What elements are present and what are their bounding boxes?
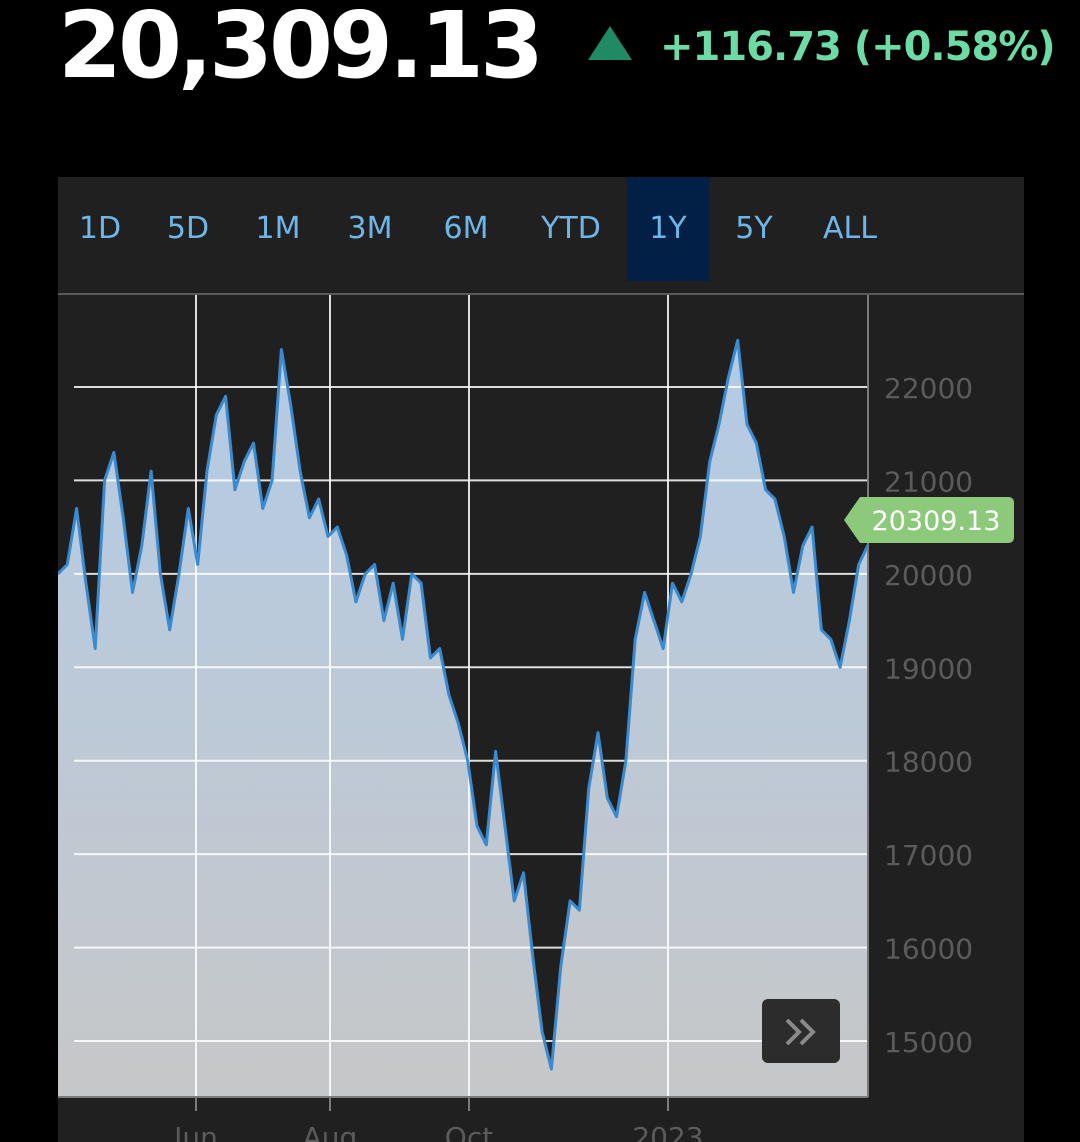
- last-price-badge: [844, 496, 1014, 543]
- double-chevron-right-icon: [785, 1018, 816, 1046]
- y-tick-label: 21000: [884, 465, 973, 498]
- tabs-divider: [58, 293, 1024, 295]
- x-tick-label: Aug: [303, 1121, 358, 1142]
- price-line: [58, 338, 870, 1071]
- price-chart[interactable]: 22000 21000 20000 19000 18000 17000 16000 15000…: [58, 177, 1024, 1142]
- tab-ytd[interactable]: YTD: [541, 211, 601, 246]
- tab-5y[interactable]: 5Y: [735, 211, 773, 246]
- tab-5d[interactable]: 5D: [166, 211, 210, 246]
- tab-3m[interactable]: 3M: [347, 211, 393, 246]
- chart-panel: 1D 5D 1M 3M 6M YTD 1Y 5Y ALL 22000 21000 2…: [58, 177, 1024, 1142]
- last-price-label: 20309.13: [872, 506, 1001, 537]
- tab-1m[interactable]: 1M: [255, 211, 301, 246]
- price-change: +116.73 (+0.58%): [660, 24, 1056, 70]
- range-tabs: 1D 5D 1M 3M 6M YTD 1Y 5Y ALL: [58, 177, 1024, 281]
- x-tick-label: Oct: [445, 1121, 493, 1142]
- tab-all[interactable]: ALL: [823, 211, 877, 246]
- scroll-to-latest-button[interactable]: [762, 999, 840, 1063]
- tab-1d[interactable]: 1D: [78, 211, 122, 246]
- tab-1y[interactable]: 1Y: [627, 177, 709, 281]
- y-tick-label: 22000: [884, 372, 973, 405]
- price-value: 20,309.13: [58, 0, 544, 99]
- triangle-up-icon: [588, 26, 632, 60]
- y-tick-label: 18000: [884, 746, 973, 779]
- y-tick-label: 15000: [884, 1026, 973, 1059]
- y-tick-label: 20000: [884, 559, 973, 592]
- x-tick-label: 2023: [632, 1121, 703, 1142]
- x-tick-label: Jun: [172, 1121, 218, 1142]
- price-area: [58, 340, 868, 1097]
- y-tick-label: 17000: [884, 839, 973, 872]
- y-tick-label: 16000: [884, 933, 973, 966]
- tab-6m[interactable]: 6M: [443, 211, 489, 246]
- y-tick-label: 19000: [884, 652, 973, 685]
